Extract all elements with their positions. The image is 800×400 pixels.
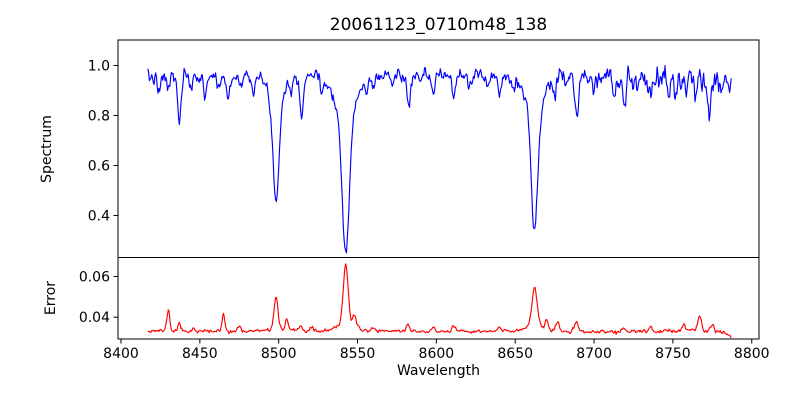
chart-title: 20061123_0710m48_138 [330,15,547,35]
x-tick-label: 8750 [655,346,691,362]
y-axis-label-spectrum: Spectrum [39,115,55,183]
x-axis-label: Wavelength [397,363,480,379]
x-tick-label: 8800 [734,346,770,362]
x-tick-label: 8500 [261,346,297,362]
y-tick-label: 0.8 [88,109,110,125]
y-tick-label: 0.6 [88,159,110,175]
y-tick-label: 1.0 [88,59,110,75]
tick-marks-and-labels: 8400 8450 8500 8550 8600 8650 8700 8750 8800 0.4 0… [79,59,770,363]
spectrum-line [147,64,732,254]
y-tick-label: 0.06 [79,269,110,285]
x-tick-label: 8450 [182,346,218,362]
y-tick-label: 0.4 [88,209,110,225]
y-axis-label-error: Error [43,281,59,315]
axes-box [117,39,760,340]
x-tick-label: 8550 [340,346,376,362]
error-line [147,263,732,339]
data-series [147,64,732,339]
x-tick-label: 8400 [103,346,139,362]
x-tick-label: 8600 [419,346,455,362]
x-tick-label: 8650 [497,346,533,362]
y-tick-label: 0.04 [79,310,110,326]
x-tick-label: 8700 [576,346,612,362]
